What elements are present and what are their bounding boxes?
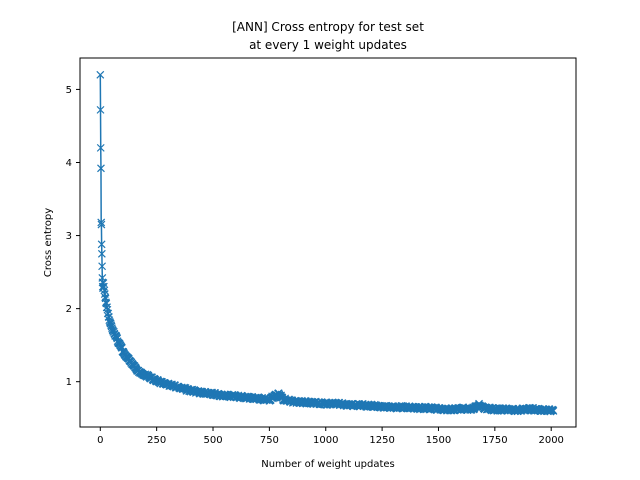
data-point-marker [96,105,105,114]
data-point-marker [97,240,106,249]
data-point-marker [97,218,106,227]
y-tick-label: 1 [66,377,72,388]
data-point-marker [97,164,105,173]
x-tick-label: 1000 [313,435,338,446]
x-tick-label: 0 [97,435,103,446]
data-point-marker [97,249,106,258]
y-tick-label: 2 [66,304,72,315]
y-axis-label: Cross entropy [43,208,54,277]
x-axis: 0 250 500 750 1000 1250 1500 1750 2000 [97,427,564,446]
data-point-marker [97,220,106,229]
x-tick-label: 750 [260,435,279,446]
x-tick-label: 1250 [369,435,394,446]
data-point-marker [96,143,105,152]
x-tick-label: 250 [147,435,166,446]
x-axis-label: Number of weight updates [261,459,395,470]
y-axis: 1 2 3 4 5 [66,85,80,388]
chart-title-line-1: [ANN] Cross entropy for test set [232,20,424,34]
axes-frame [79,57,577,428]
data-point-marker [96,70,105,79]
y-tick-label: 3 [66,231,72,242]
x-tick-label: 1750 [482,435,507,446]
x-tick-label: 1500 [426,435,451,446]
y-tick-label: 4 [66,158,72,169]
x-tick-label: 500 [203,435,222,446]
data-point-marker [549,407,558,415]
x-tick-label: 2000 [538,435,563,446]
data-point-marker [106,319,115,328]
data-point-marker [98,262,107,271]
chart-title-line-2: at every 1 weight updates [249,38,407,52]
y-tick-label: 5 [66,85,72,96]
